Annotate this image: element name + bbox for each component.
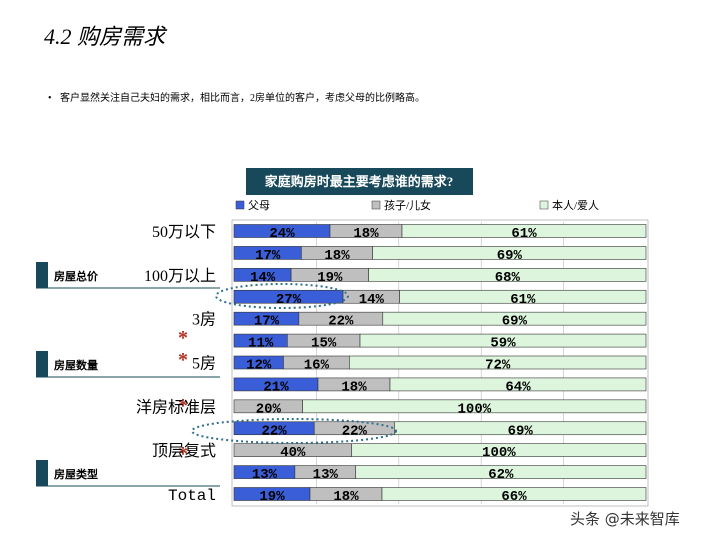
category-label: 3房 <box>192 311 216 329</box>
value-label: 18% <box>333 489 359 505</box>
side-marker <box>36 351 48 377</box>
chart-title: 家庭购房时最主要考虑谁的需求? <box>265 174 454 189</box>
value-label: 40% <box>280 445 306 461</box>
bar-segment <box>368 268 647 282</box>
watermark: 头条 @未来智库 <box>570 510 680 528</box>
bullet-text: 客户显然关注自己夫妇的需求，相比而言，2房单位的客户，考虑父母的比例略高。 <box>60 91 425 104</box>
value-label: 64% <box>505 379 531 395</box>
bar-segment <box>372 246 647 260</box>
category-label: 5房 <box>192 355 216 373</box>
legend-swatch <box>371 200 381 210</box>
value-label: 22% <box>261 423 287 439</box>
bar-segment <box>355 465 647 479</box>
value-label: 12% <box>246 358 272 374</box>
value-label: 14% <box>250 270 276 286</box>
value-label: 18% <box>353 226 379 242</box>
bar-segment <box>399 289 647 304</box>
value-label: 22% <box>328 314 354 330</box>
bar-segment <box>381 487 647 501</box>
value-label: 19% <box>259 489 285 505</box>
value-label: 24% <box>269 226 295 242</box>
value-label: 21% <box>263 379 289 395</box>
value-label: 59% <box>490 336 516 352</box>
category-label: Total <box>168 487 216 505</box>
bar-segment <box>389 377 647 392</box>
highlight <box>215 283 349 309</box>
side-label: 房屋类型 <box>54 467 98 481</box>
side-marker <box>36 262 48 288</box>
value-label: 19% <box>317 270 343 286</box>
value-label: 100% <box>458 401 492 417</box>
value-label: 61% <box>511 226 537 242</box>
legend-label: 父母 <box>248 199 270 212</box>
value-label: 16% <box>304 358 330 374</box>
category-label: 100万以上 <box>144 267 216 285</box>
value-label: 66% <box>501 489 527 505</box>
bar-segment <box>394 421 647 436</box>
legend-label: 本人/爱人 <box>552 198 599 212</box>
category-label: 顶层复式 <box>152 442 216 460</box>
side-label: 房屋总价 <box>54 269 99 283</box>
value-label: 11% <box>248 336 274 352</box>
star: * <box>178 395 188 417</box>
side-label: 房屋数量 <box>54 358 98 372</box>
bar-segment <box>349 355 647 370</box>
value-label: 13% <box>252 467 278 483</box>
value-label: 69% <box>508 423 534 439</box>
bar-segment <box>359 333 647 348</box>
value-label: 15% <box>311 336 337 352</box>
value-label: 17% <box>254 314 280 330</box>
value-label: 27% <box>276 292 302 308</box>
category-label: 50万以下 <box>152 224 216 241</box>
value-label: 69% <box>497 248 523 264</box>
value-label: 68% <box>495 270 521 286</box>
value-label: 62% <box>488 467 514 483</box>
bar-segment <box>401 224 647 238</box>
star: * <box>178 349 188 371</box>
star: * <box>178 327 188 349</box>
category-label: 洋房标准层 <box>136 398 216 416</box>
bar-segment <box>302 399 647 414</box>
legend-swatch <box>539 200 549 210</box>
side-marker <box>36 460 48 486</box>
value-label: 18% <box>324 248 350 264</box>
value-label: 22% <box>342 423 368 439</box>
slide-title: 4.2 购房需求 <box>44 24 168 49</box>
bar-segment <box>351 443 647 457</box>
value-label: 14% <box>359 292 385 308</box>
value-label: 69% <box>502 314 528 330</box>
value-label: 13% <box>313 467 339 483</box>
value-label: 18% <box>341 379 367 395</box>
value-label: 72% <box>485 358 511 374</box>
value-label: 17% <box>255 248 281 264</box>
highlight <box>191 418 397 444</box>
legend-label: 孩子/儿女 <box>384 198 431 212</box>
star: * <box>178 443 188 465</box>
bullet-dot: • <box>48 93 52 104</box>
legend-swatch <box>235 200 245 210</box>
value-label: 20% <box>256 401 282 417</box>
value-label: 100% <box>482 445 516 461</box>
side-boxes <box>36 262 220 487</box>
value-label: 61% <box>510 292 536 308</box>
chart-title-box <box>246 168 473 195</box>
bar-segment <box>382 311 647 326</box>
